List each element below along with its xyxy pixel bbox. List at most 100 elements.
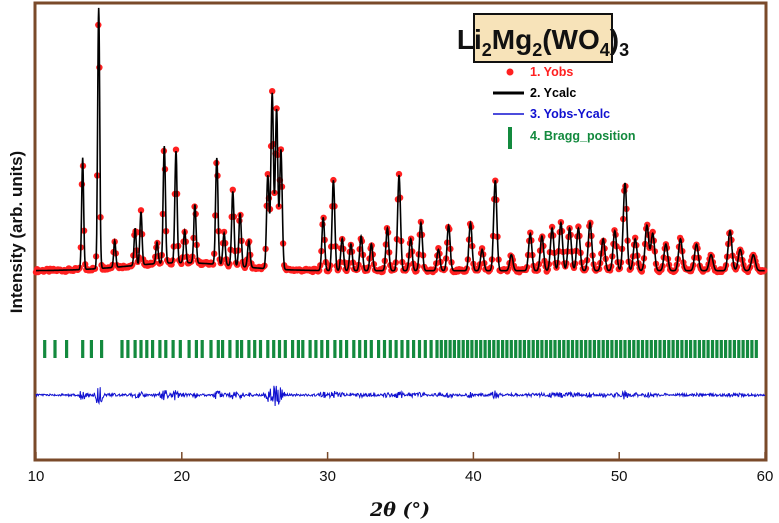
yobs-points [32, 21, 768, 276]
bragg-tick [277, 340, 282, 358]
bragg-tick [470, 340, 474, 358]
bragg-tick [522, 340, 526, 358]
bragg-tick [240, 340, 244, 358]
bragg-tick [636, 340, 640, 358]
y-axis-title: Intensity (arb. units) [7, 151, 26, 313]
bragg-tick [745, 340, 750, 358]
title-box: Li2Mg2(WO4)3 [457, 13, 629, 63]
bragg-tick [649, 340, 653, 358]
bragg-tick [457, 340, 461, 358]
ycalc-curve [36, 7, 765, 272]
bragg-tick [187, 340, 191, 358]
title-part: 3 [619, 40, 629, 60]
bragg-tick [719, 340, 723, 358]
bragg-tick [754, 340, 758, 358]
x-tick-label: 10 [28, 468, 45, 485]
bragg-tick [557, 340, 561, 358]
bragg-tick [540, 340, 544, 358]
bragg-tick [363, 340, 368, 358]
bragg-tick [164, 340, 168, 358]
legend-label-bragg: 4. Bragg_position [530, 129, 636, 143]
bragg-tick [697, 340, 701, 358]
bragg-tick [178, 340, 182, 358]
bragg-tick [81, 340, 85, 358]
bragg-tick [518, 340, 522, 358]
bragg-tick [200, 340, 204, 358]
bragg-tick [732, 340, 736, 358]
yobs-point [137, 207, 145, 214]
bragg-tick [461, 340, 465, 358]
yobs-point [395, 170, 403, 178]
bragg-tick [266, 340, 270, 358]
bragg-tick [566, 340, 570, 358]
bragg-tick [400, 340, 404, 358]
x-tick-label: 30 [319, 468, 336, 485]
bragg-tick [479, 340, 483, 358]
bragg-tick [667, 340, 671, 358]
bragg-tick [53, 340, 57, 358]
bragg-tick [301, 340, 305, 358]
bragg-tick [496, 340, 500, 358]
bragg-tick [221, 340, 225, 358]
x-axis-title: 2θ (°) [369, 499, 430, 521]
bragg-tick [314, 340, 318, 358]
bragg-tick [435, 340, 439, 358]
bragg-tick [588, 340, 592, 358]
bragg-tick [333, 340, 337, 358]
legend-marker-yobs [506, 68, 514, 76]
bragg-tick [728, 340, 732, 358]
bragg-tick [412, 340, 416, 358]
x-tick-label: 20 [173, 468, 190, 485]
bragg-tick [579, 340, 583, 358]
bragg-tick [662, 340, 666, 358]
difference-curve [35, 385, 766, 407]
bragg-tick [145, 340, 149, 358]
yobs-point [172, 146, 180, 153]
bragg-tick [151, 340, 155, 358]
title-part: (WO [542, 24, 600, 55]
bragg-tick [492, 340, 496, 358]
bragg-tick [339, 340, 343, 358]
bragg-tick [377, 340, 381, 358]
bragg-tick [448, 340, 452, 358]
bragg-tick [483, 340, 487, 358]
x-tick-label: 40 [465, 468, 482, 485]
bragg-tick [43, 340, 47, 358]
bragg-tick [614, 340, 618, 358]
bragg-tick [417, 340, 422, 358]
bragg-tick [544, 340, 548, 358]
bragg-tick [158, 340, 162, 358]
bragg-tick [505, 340, 509, 358]
bragg-tick [702, 340, 706, 358]
bragg-tick [632, 340, 636, 358]
bragg-tick [345, 340, 349, 358]
title-part: Li [457, 24, 482, 55]
bragg-tick [610, 340, 614, 358]
bragg-tick [592, 340, 596, 358]
bragg-tick [133, 340, 137, 358]
yobs-point [229, 186, 236, 193]
bragg-tick [320, 340, 324, 358]
bragg-tick [640, 340, 645, 358]
bragg-tick [126, 340, 130, 358]
bragg-tick [509, 340, 513, 358]
x-tick-label: 50 [611, 468, 628, 485]
legend-marker-bragg [508, 127, 512, 149]
difference-line [35, 385, 766, 407]
plot-frame [33, 1, 768, 462]
bragg-tick [209, 340, 213, 358]
bragg-tick [253, 340, 257, 358]
legend-label-yobs: 1. Yobs [530, 65, 573, 79]
title-part: 2 [532, 40, 542, 60]
bragg-tick [680, 340, 684, 358]
yobs-point [649, 228, 656, 236]
bragg-tick [429, 340, 433, 358]
bragg-tick [619, 340, 623, 358]
bragg-tick [654, 340, 658, 358]
bragg-tick [89, 340, 93, 358]
bragg-tick [369, 340, 373, 358]
bragg-tick [623, 340, 627, 358]
bragg-tick [487, 340, 491, 358]
legend-label-ycalc: 2. Ycalc [530, 86, 576, 100]
bragg-tick [715, 340, 719, 358]
